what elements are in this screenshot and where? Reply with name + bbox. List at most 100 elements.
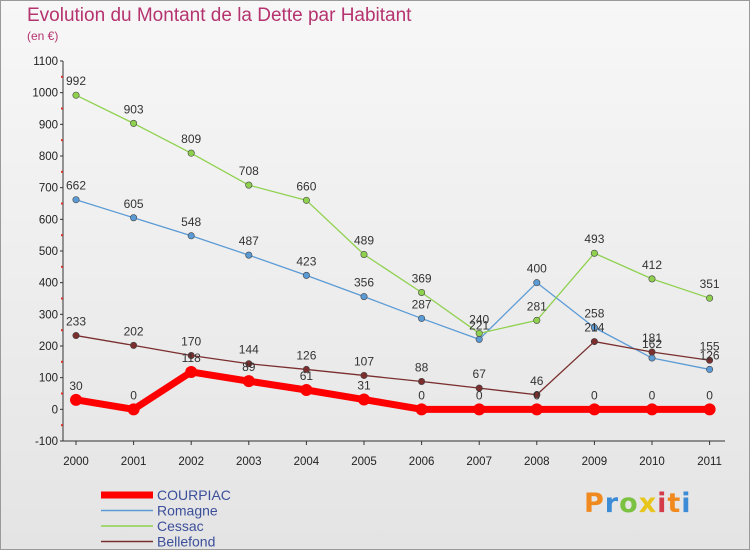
data-label: 258: [584, 307, 604, 321]
data-label: 162: [642, 337, 662, 351]
data-point: [70, 393, 82, 406]
data-label: 0: [418, 388, 425, 402]
data-label: 660: [296, 179, 316, 193]
data-label: 0: [591, 388, 598, 402]
data-label: 356: [354, 276, 374, 290]
data-label: 30: [69, 379, 83, 393]
data-point: [533, 391, 541, 399]
y-tick-label: 300: [39, 309, 58, 321]
data-label: 233: [66, 315, 86, 329]
logo-letter: i: [657, 488, 668, 519]
y-tick-label: 0: [52, 404, 58, 416]
y-tick-label: 100: [39, 373, 58, 385]
data-label: 423: [296, 254, 316, 268]
data-label: 61: [300, 369, 314, 383]
x-tick-label: 2011: [697, 456, 722, 468]
y-tick-label: 200: [39, 341, 58, 353]
data-label: 221: [469, 318, 489, 332]
data-point: [418, 377, 426, 385]
y-tick-label: 900: [39, 119, 58, 131]
data-point: [648, 354, 656, 362]
data-label: 214: [584, 321, 604, 335]
data-label: 400: [527, 262, 547, 276]
x-tick-label: 2008: [524, 456, 550, 468]
data-label: 170: [181, 335, 201, 349]
x-tick-label: 2006: [409, 456, 435, 468]
y-minor-tick: [61, 234, 63, 237]
data-label: 708: [239, 164, 259, 178]
data-label: 0: [130, 388, 137, 402]
x-tick-label: 2002: [178, 456, 204, 468]
data-point: [590, 249, 598, 257]
data-label: 351: [700, 277, 720, 291]
x-tick-label: 2005: [351, 456, 377, 468]
data-label: 281: [527, 299, 547, 313]
y-tick-label: 400: [39, 278, 58, 290]
data-label: 144: [239, 343, 259, 357]
data-label: 240: [469, 312, 489, 326]
legend-label-bellefond: Bellefond: [157, 534, 215, 550]
data-point: [302, 196, 310, 204]
data-label: 118: [182, 351, 201, 365]
data-point: [475, 329, 483, 337]
y-tick-label: 600: [39, 214, 58, 226]
data-point: [530, 403, 543, 416]
data-point: [302, 271, 310, 279]
y-minor-tick: [61, 265, 63, 268]
x-tick-label: 2010: [639, 456, 665, 468]
proxiti-logo: Proxiti: [584, 488, 692, 519]
x-tick-label: 2007: [466, 456, 492, 468]
data-point: [648, 275, 656, 283]
data-label: 0: [706, 388, 713, 402]
data-label: 107: [354, 354, 374, 368]
data-point: [418, 288, 426, 296]
data-label: 412: [642, 258, 662, 272]
x-tick-label: 2003: [236, 456, 262, 468]
data-point: [473, 403, 486, 416]
data-point: [358, 393, 370, 406]
data-label: 0: [533, 388, 540, 402]
data-label: 662: [66, 179, 86, 193]
y-minor-tick: [61, 360, 63, 363]
data-point: [418, 314, 426, 322]
y-tick-label: -100: [35, 436, 58, 448]
x-tick-label: 2009: [582, 456, 608, 468]
data-label: 126: [296, 348, 316, 362]
logo-letter: t: [667, 488, 682, 519]
y-minor-tick: [61, 107, 63, 110]
y-minor-tick: [61, 75, 63, 78]
data-point: [242, 375, 255, 388]
data-label: 903: [124, 102, 144, 116]
data-label: 202: [124, 324, 144, 338]
chart-unit: (en €): [27, 29, 59, 43]
data-point: [590, 324, 598, 332]
logo-letter: i: [681, 488, 692, 519]
series-line-courpiac: [75, 368, 710, 413]
data-point: [245, 181, 253, 189]
data-label: 605: [124, 197, 144, 211]
logo-letter: P: [584, 488, 605, 519]
data-point: [185, 365, 198, 378]
data-label: 369: [412, 271, 432, 285]
data-label: 181: [642, 331, 662, 345]
data-point: [360, 250, 368, 258]
data-point: [187, 232, 195, 240]
y-minor-tick: [61, 392, 63, 395]
x-tick-label: 2004: [294, 456, 320, 468]
data-label: 89: [242, 360, 256, 374]
x-tick-label: 2001: [121, 456, 147, 468]
data-point: [72, 196, 80, 204]
series-line-romagne: [75, 199, 710, 371]
data-point: [590, 338, 598, 346]
data-point: [706, 294, 714, 302]
data-point: [706, 365, 714, 373]
logo-letter: x: [638, 488, 658, 519]
x-tick-label: 2000: [63, 456, 89, 468]
data-point: [475, 335, 483, 343]
data-label: 67: [473, 367, 487, 381]
chart-title: Evolution du Montant de la Dette par Hab…: [27, 5, 412, 26]
data-point: [703, 403, 716, 416]
data-label: 487: [239, 234, 259, 248]
data-point: [302, 365, 310, 373]
